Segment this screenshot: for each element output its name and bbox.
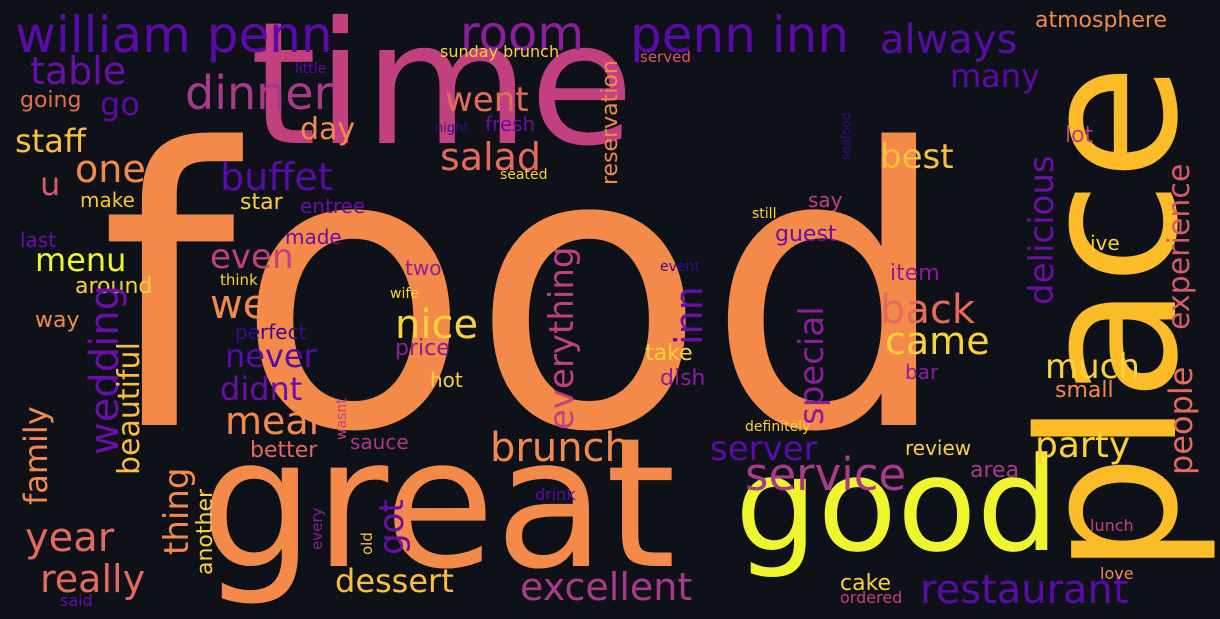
word-great: great	[200, 400, 676, 609]
word-day: day	[300, 112, 356, 147]
word-inn: inn	[667, 286, 711, 345]
word-seafood: seafood	[839, 112, 853, 160]
word-reservation: reservation	[598, 60, 623, 185]
word-dessert: dessert	[335, 562, 454, 600]
word-perfect: perfect	[235, 320, 307, 344]
word-brunch: brunch	[490, 425, 630, 471]
word-way: way	[35, 308, 80, 333]
word-lunch: lunch	[1090, 516, 1134, 535]
word-party: party	[1035, 425, 1131, 466]
word-star: star	[240, 190, 283, 215]
word-dish: dish	[660, 366, 706, 391]
word-event: event	[660, 259, 700, 275]
word-item: item	[890, 261, 940, 286]
word-time: time	[250, 0, 635, 184]
word-wife: wife	[390, 286, 419, 302]
word-thing: thing	[157, 467, 197, 555]
word-every: every	[308, 507, 326, 550]
word-special: special	[792, 306, 832, 425]
word-well: well	[210, 282, 290, 328]
word-delicious: delicious	[1022, 155, 1062, 305]
word-food: food	[100, 68, 952, 516]
word-much: much	[1045, 347, 1140, 387]
word-small: small	[1055, 378, 1114, 403]
word-really: really	[40, 557, 146, 601]
word-sunday-brunch: sunday brunch	[440, 42, 560, 61]
word-think: think	[220, 271, 258, 289]
word-dinner: dinner	[185, 66, 333, 120]
word-definitely: definitely	[745, 419, 811, 435]
word-went: went	[445, 80, 529, 120]
word-old: old	[358, 532, 376, 555]
word-take: take	[645, 341, 693, 366]
word-ordered: ordered	[840, 588, 903, 607]
word-experience: experience	[1162, 163, 1197, 330]
word-table: table	[30, 49, 127, 93]
word-room: room	[460, 6, 585, 62]
word-review: review	[905, 436, 972, 460]
word-buffet: buffet	[220, 155, 333, 199]
word-say: say	[808, 188, 843, 212]
word-area: area	[970, 458, 1020, 483]
word-love: love	[1100, 564, 1134, 583]
word-beautiful: beautiful	[112, 342, 147, 475]
word-came: came	[885, 319, 990, 363]
word-entree: entree	[300, 194, 366, 218]
word-back: back	[880, 287, 976, 333]
word-year: year	[25, 515, 115, 561]
word-never: never	[225, 337, 317, 375]
word-nice: nice	[395, 302, 479, 348]
word-william-penn: william penn	[15, 6, 333, 64]
word-make: make	[80, 188, 135, 212]
word-go: go	[100, 85, 140, 123]
word-said: said	[60, 591, 93, 610]
word-u: u	[40, 165, 61, 203]
word-restaurant: restaurant	[920, 567, 1129, 613]
word-good: good	[735, 429, 1060, 581]
word-service: service	[745, 448, 907, 501]
word-last: last	[20, 228, 57, 252]
word-meal: meal	[225, 399, 320, 443]
word-night: night	[435, 121, 469, 136]
word-sauce: sauce	[350, 430, 409, 454]
word-still: still	[752, 206, 777, 222]
word-got: got	[372, 499, 412, 555]
word-made: made	[285, 225, 342, 249]
word-hot: hot	[430, 368, 463, 392]
word-people: people	[1162, 366, 1200, 475]
word-many: many	[950, 57, 1040, 95]
word-excellent: excellent	[520, 565, 693, 609]
word-two: two	[405, 256, 442, 280]
word-salad: salad	[440, 135, 542, 179]
word-family: family	[17, 406, 55, 505]
word-best: best	[880, 137, 954, 177]
word-didnt: didnt	[220, 370, 303, 408]
word-one: one	[75, 147, 146, 191]
word-another: another	[193, 488, 218, 575]
word-little: little	[295, 61, 327, 77]
word-bar: bar	[905, 360, 939, 384]
word-always: always	[880, 17, 1018, 63]
word-ive: ive	[1090, 231, 1120, 255]
word-better: better	[250, 438, 318, 463]
word-server: server	[710, 429, 818, 469]
word-even: even	[210, 237, 294, 277]
word-lot: lot	[1065, 123, 1094, 148]
word-penn-inn: penn inn	[630, 6, 850, 64]
word-cake: cake	[840, 571, 892, 596]
word-going: going	[20, 88, 82, 113]
word-atmosphere: atmosphere	[1035, 8, 1167, 33]
word-menu: menu	[35, 241, 127, 279]
word-wasnt: wasnt	[334, 398, 350, 440]
word-seated: seated	[500, 167, 548, 183]
word-guest: guest	[775, 222, 837, 247]
word-served: served	[640, 48, 691, 66]
word-everything: everything	[542, 246, 582, 430]
word-staff: staff	[15, 122, 86, 160]
word-drink: drink	[535, 485, 576, 504]
word-price: price	[395, 336, 450, 361]
word-fresh: fresh	[485, 112, 536, 136]
word-around: around	[75, 274, 153, 299]
